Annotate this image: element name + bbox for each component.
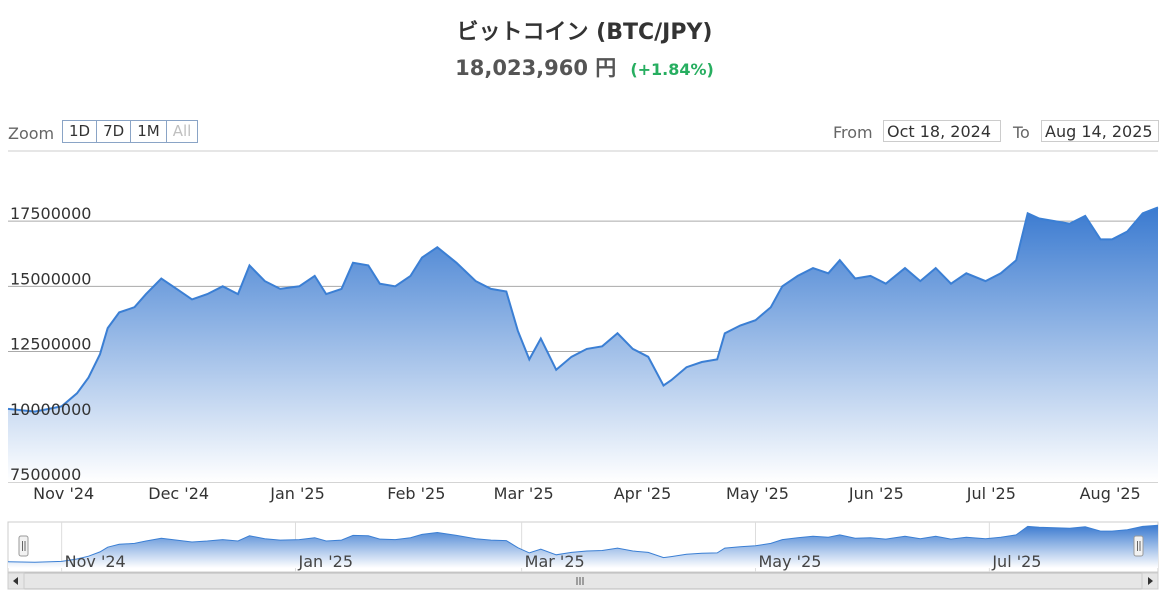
x-tick-label: Apr '25 (614, 484, 672, 503)
y-tick-label: 12500000 (10, 335, 91, 354)
navigator-tick-label: Mar '25 (525, 552, 585, 571)
price-row: 18,023,960 円 (+1.84%) (0, 52, 1169, 82)
y-tick-label: 10000000 (10, 400, 91, 419)
x-tick-label: Feb '25 (387, 484, 445, 503)
from-date-input[interactable] (883, 120, 1001, 142)
navigator-left-handle[interactable] (18, 535, 29, 557)
zoom-1d-button[interactable]: 1D (63, 121, 98, 142)
zoom-all-button[interactable]: All (166, 121, 198, 142)
navigator-tick-label: May '25 (759, 552, 822, 571)
price-line (7, 206, 1159, 413)
x-tick-label: Jun '25 (848, 484, 904, 503)
navigator-tick-label: Jan '25 (298, 552, 354, 571)
price-change: (+1.84%) (630, 60, 714, 79)
x-tick-label: Jul '25 (966, 484, 1016, 503)
navigator-area (8, 525, 1158, 568)
current-price: 18,023,960 円 (455, 56, 617, 80)
x-tick-label: Nov '24 (33, 484, 94, 503)
navigator-right-handle[interactable] (1133, 535, 1144, 557)
y-tick-label: 7500000 (10, 465, 81, 484)
to-date-input[interactable] (1041, 120, 1159, 142)
range-toolbar: Zoom 1D 7D 1M All From To (0, 118, 1169, 146)
from-label: From (833, 123, 873, 142)
arrow-right-icon (1148, 577, 1153, 585)
scroll-left-button[interactable] (7, 572, 25, 590)
x-axis-ticks: Nov '24 Dec '24 Jan '25 Feb '25 Mar '25 Apr '… (33, 484, 1141, 503)
x-tick-label: Aug '25 (1080, 484, 1141, 503)
to-label: To (1013, 123, 1030, 142)
y-tick-label: 15000000 (10, 269, 91, 288)
x-tick-label: Mar '25 (494, 484, 554, 503)
scroll-right-button[interactable] (1141, 572, 1159, 590)
chart-title: ビットコイン (BTC/JPY) (456, 20, 713, 45)
scrollbar-grip-icon (576, 577, 584, 585)
x-tick-label: May '25 (726, 484, 789, 503)
navigator[interactable]: Nov '24 Jan '25 Mar '25 May '25 Jul '25 (7, 521, 1159, 573)
zoom-button-group: 1D 7D 1M All (62, 120, 199, 143)
scrollbar[interactable] (7, 572, 1159, 590)
x-tick-label: Dec '24 (148, 484, 209, 503)
zoom-7d-button[interactable]: 7D (97, 121, 132, 142)
navigator-line (7, 524, 1159, 563)
chart-header: ビットコイン (BTC/JPY) 18,023,960 円 (+1.84%) (0, 10, 1169, 82)
arrow-left-icon (13, 577, 18, 585)
x-tick-label: Jan '25 (269, 484, 325, 503)
y-tick-label: 17500000 (10, 204, 91, 223)
zoom-1m-button[interactable]: 1M (131, 121, 167, 142)
navigator-ticks: Nov '24 Jan '25 Mar '25 May '25 Jul '25 (65, 552, 1042, 571)
navigator-tick-label: Jul '25 (991, 552, 1041, 571)
navigator-tick-label: Nov '24 (65, 552, 126, 571)
zoom-label: Zoom (8, 124, 55, 143)
price-area (8, 207, 1158, 482)
y-axis-ticks: 7500000 10000000 12500000 15000000 17500000 (10, 204, 91, 484)
